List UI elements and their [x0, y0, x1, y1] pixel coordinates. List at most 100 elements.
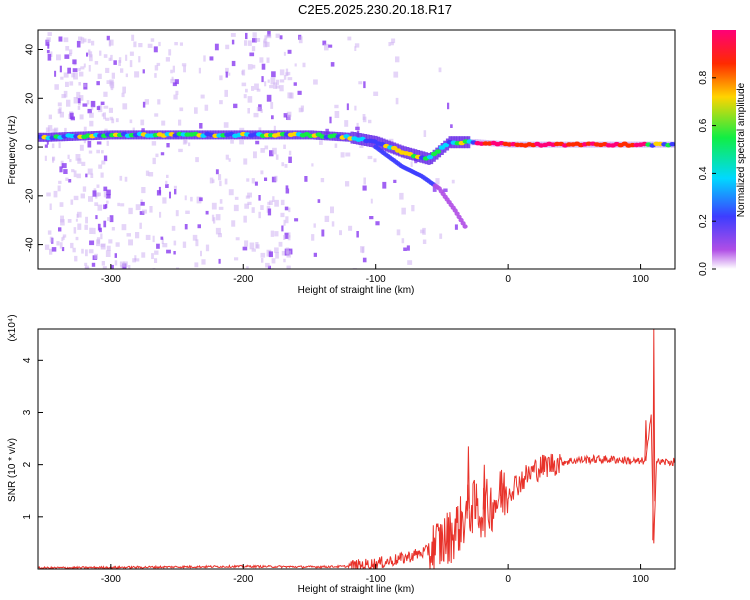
noise-speck — [280, 212, 285, 218]
noise-speck — [134, 255, 137, 261]
noise-speck — [58, 36, 63, 42]
noise-speck — [197, 224, 201, 229]
noise-speck — [88, 150, 93, 154]
noise-speck — [175, 210, 179, 217]
noise-speck — [171, 76, 174, 81]
x-tick-label: -100 — [366, 574, 386, 585]
noise-speck — [258, 211, 261, 219]
noise-speck — [80, 66, 85, 70]
noise-speck — [274, 175, 278, 182]
noise-speck — [120, 68, 124, 73]
noise-speck — [363, 177, 366, 185]
noise-speck — [44, 144, 48, 148]
noise-speck — [334, 143, 338, 148]
x-tick-label: 0 — [505, 574, 511, 585]
snr-noise-trace — [38, 414, 675, 569]
noise-speck — [245, 195, 250, 199]
noise-speck — [358, 81, 363, 85]
x-tick-label: 100 — [632, 574, 649, 585]
noise-speck — [174, 42, 178, 46]
noise-speck — [271, 71, 276, 78]
noise-speck — [286, 250, 291, 258]
colorbar-ticks: 0.0 0.2 0.4 0.6 0.8 — [698, 70, 716, 276]
noise-speck — [60, 215, 64, 223]
noise-speck — [94, 253, 98, 260]
noise-speck — [105, 250, 111, 257]
noise-speck — [128, 239, 133, 246]
noise-speck — [103, 204, 107, 210]
noise-speck — [270, 102, 274, 109]
noise-speck — [201, 259, 206, 265]
noise-speck — [268, 251, 273, 258]
noise-speck — [224, 178, 228, 185]
noise-speck — [391, 38, 396, 44]
noise-speck — [278, 241, 283, 247]
colorbar-label: Normalized spectral amplitude — [736, 82, 747, 217]
colorbar-tick-label: 0.8 — [698, 70, 709, 84]
noise-speck — [241, 82, 247, 87]
noise-speck — [172, 65, 175, 73]
noise-speck — [288, 232, 291, 238]
snr-y-ticks: 1 2 3 4 — [22, 357, 43, 520]
noise-speck — [288, 207, 291, 213]
noise-speck — [57, 102, 62, 107]
noise-speck — [129, 60, 133, 68]
noise-speck — [319, 140, 323, 145]
noise-speck — [166, 143, 170, 148]
noise-speck — [106, 189, 111, 196]
noise-speck — [109, 215, 114, 223]
colorbar: 0.0 0.2 0.4 0.6 0.8 Normalized spectral ampl… — [698, 30, 747, 276]
spectrogram-frame — [37, 29, 676, 270]
noise-speck — [276, 79, 279, 85]
noise-speck — [287, 92, 293, 99]
noise-speck — [67, 219, 72, 223]
colorbar-gradient — [712, 30, 736, 269]
noise-speck — [77, 98, 81, 104]
noise-speck — [105, 194, 111, 199]
noise-speck — [47, 125, 53, 132]
noise-speck — [302, 62, 306, 68]
noise-speck — [393, 71, 399, 78]
noise-speck — [283, 75, 287, 80]
noise-speck — [287, 71, 291, 76]
noise-speck — [66, 99, 71, 107]
noise-speck — [251, 46, 256, 52]
noise-speck — [179, 42, 183, 46]
noise-speck — [432, 186, 437, 192]
noise-speck — [82, 186, 87, 192]
noise-speck — [450, 124, 453, 128]
noise-speck — [283, 144, 286, 149]
noise-speck — [283, 219, 286, 226]
noise-speck — [60, 76, 64, 80]
noise-speck — [108, 239, 113, 244]
noise-speck — [103, 105, 109, 109]
noise-speck — [225, 44, 230, 50]
noise-speck — [89, 112, 94, 118]
noise-speck — [239, 140, 244, 145]
noise-speck — [388, 42, 391, 47]
noise-speck — [114, 260, 118, 266]
noise-speck — [242, 69, 246, 76]
noise-speck — [61, 247, 65, 252]
noise-speck — [225, 154, 229, 160]
noise-speck — [273, 82, 277, 89]
noise-speck — [330, 206, 334, 214]
noise-speck — [340, 152, 345, 158]
noise-speck — [223, 122, 229, 128]
snr-multiplier: (x10⁴) — [7, 314, 18, 341]
noise-speck — [230, 33, 236, 37]
noise-speck — [96, 192, 100, 197]
noise-speck — [52, 157, 55, 163]
noise-speck — [244, 40, 248, 46]
noise-speck — [160, 236, 164, 240]
noise-speck — [65, 46, 70, 51]
noise-speck — [142, 209, 147, 214]
noise-speck — [140, 201, 145, 206]
noise-speck — [247, 64, 253, 70]
noise-speck — [102, 266, 107, 269]
branch-blob — [462, 224, 468, 229]
noise-speck — [259, 57, 264, 63]
ridge-blob — [669, 142, 675, 147]
noise-speck — [153, 46, 158, 53]
noise-speck — [64, 127, 67, 134]
